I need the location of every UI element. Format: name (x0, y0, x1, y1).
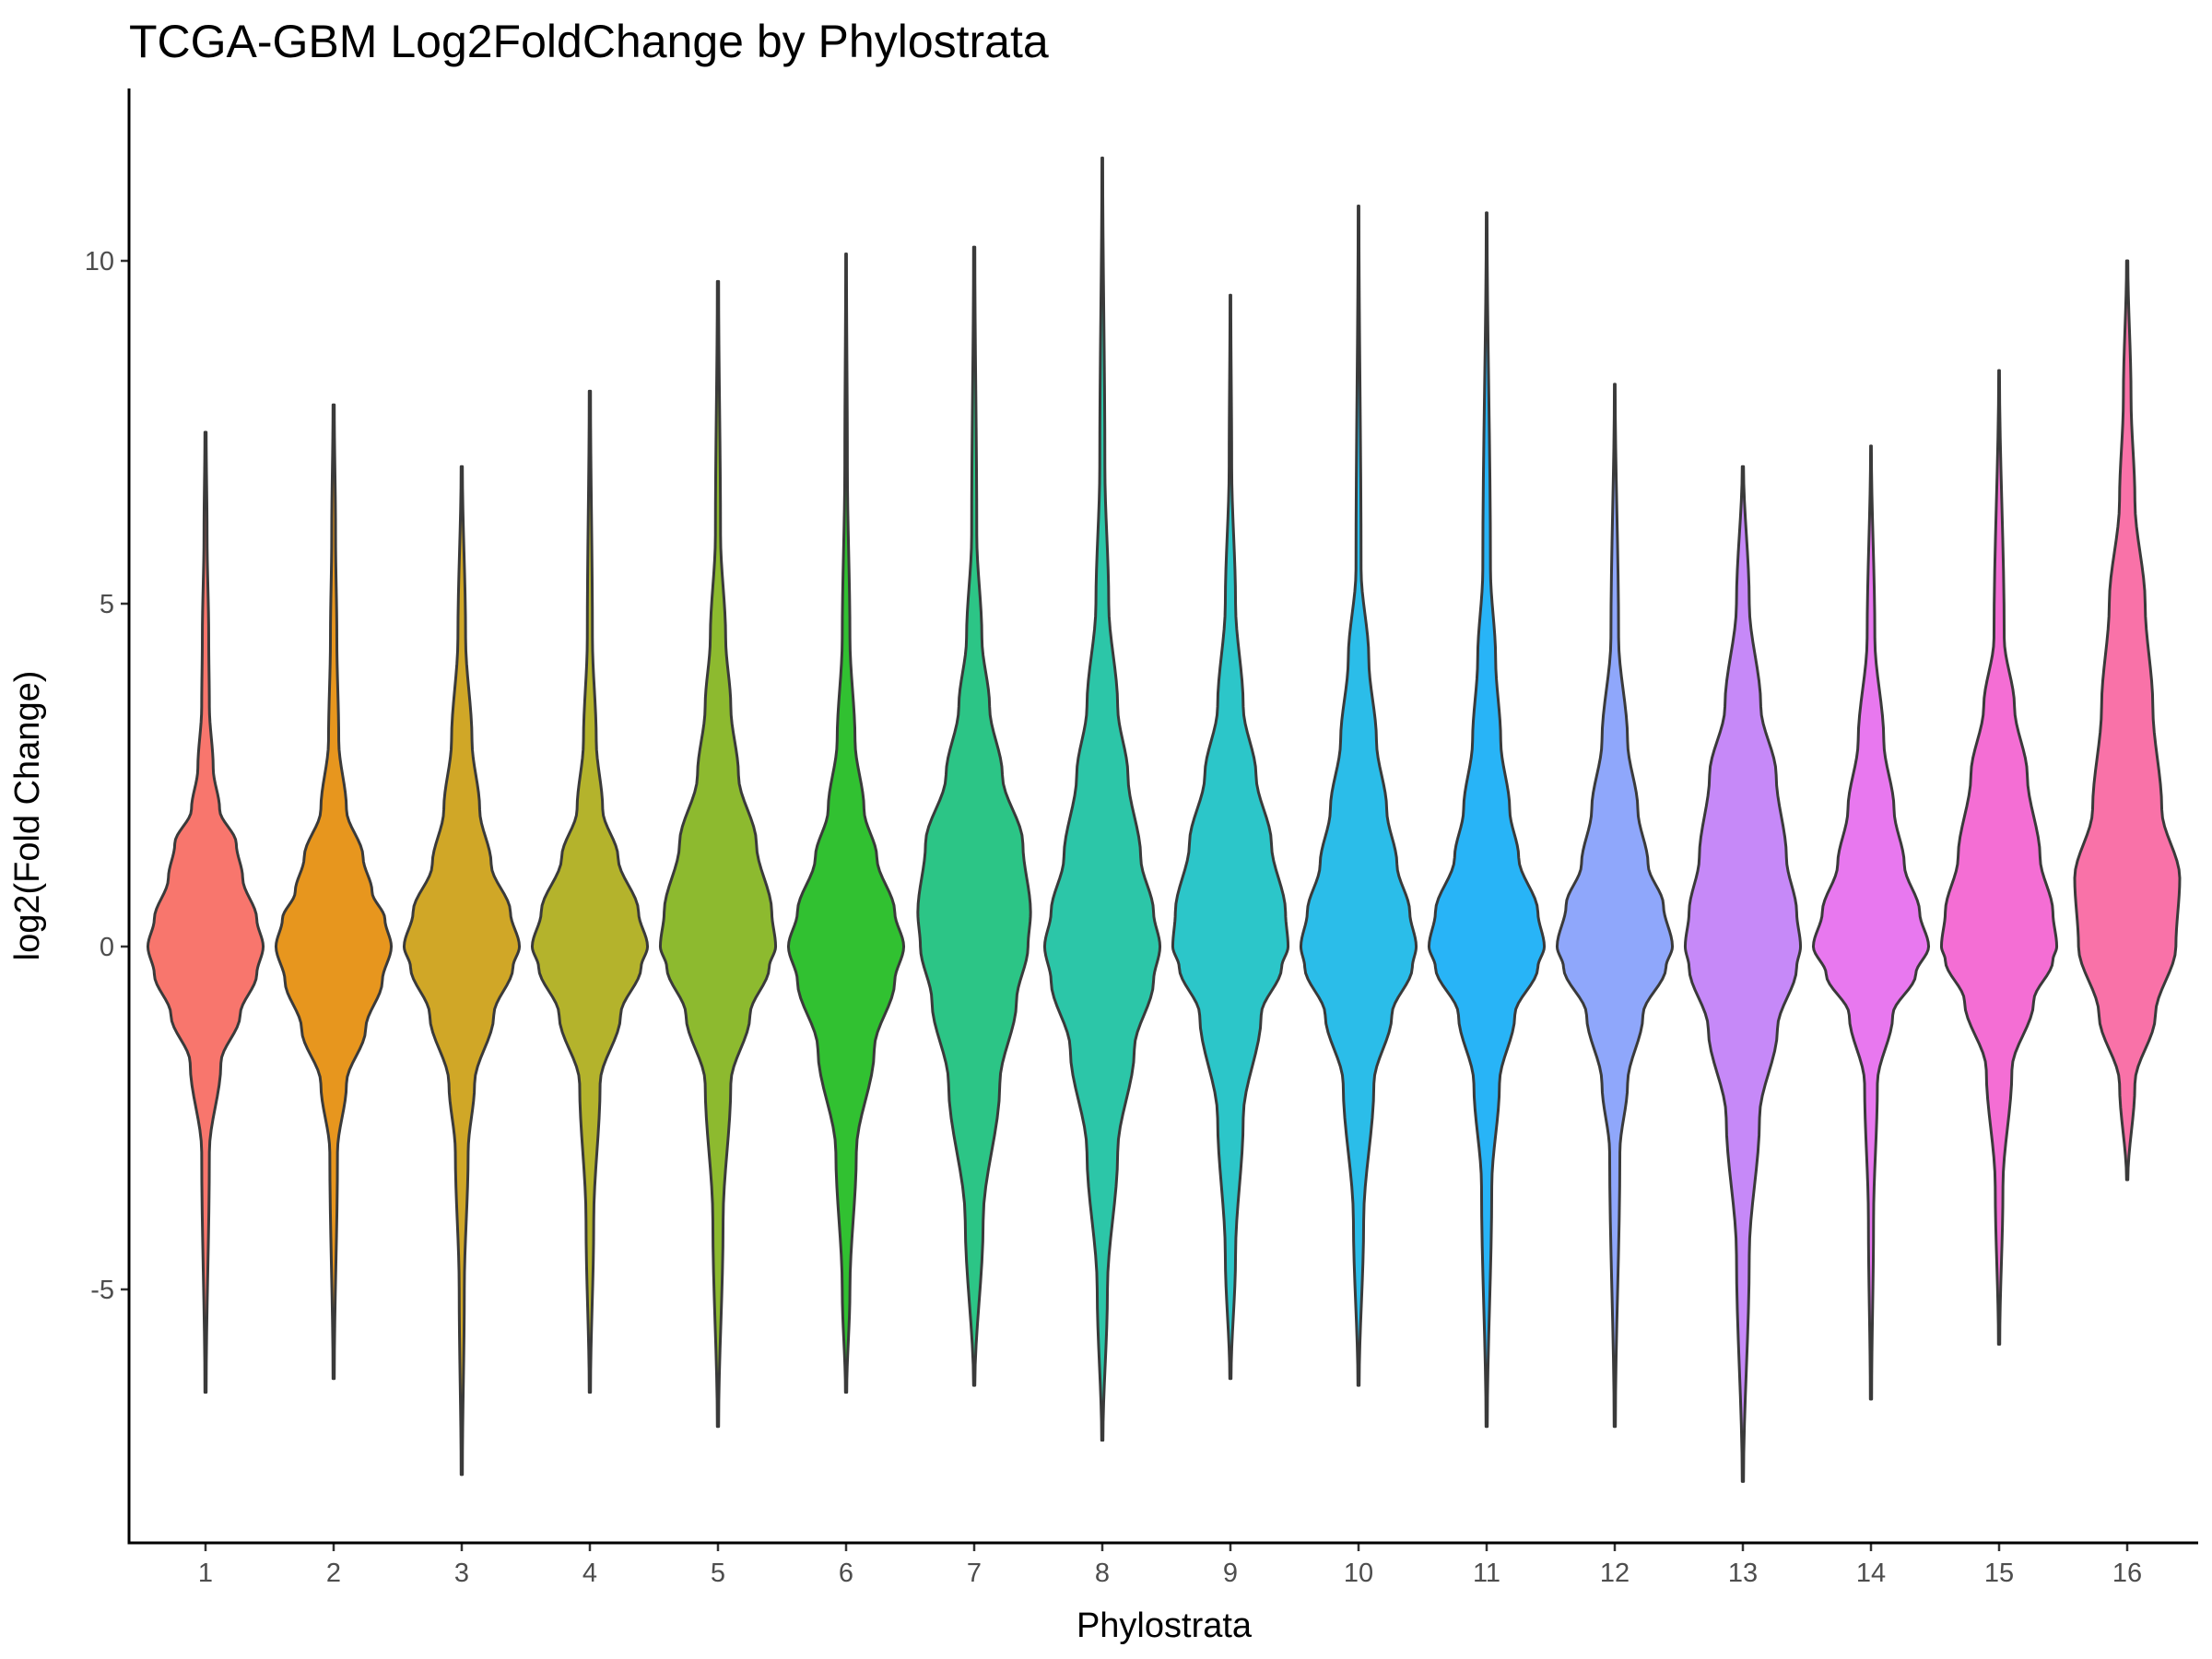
violin-phylostratum-16 (2073, 259, 2182, 1182)
violin-phylostratum-5 (658, 279, 778, 1429)
violin-phylostratum-4 (530, 389, 650, 1394)
x-tick-label: 14 (1856, 1559, 1886, 1588)
x-tick-label: 7 (967, 1559, 982, 1588)
violin-phylostratum-14 (1811, 444, 1931, 1401)
x-tick-label: 5 (711, 1559, 725, 1588)
x-tick-label: 10 (1344, 1559, 1373, 1588)
x-tick-label: 15 (1984, 1559, 2014, 1588)
violin-phylostratum-6 (786, 253, 906, 1394)
violin-phylostratum-2 (274, 403, 394, 1381)
chart-title: TCGA-GBM Log2FoldChange by Phylostrata (129, 16, 1049, 67)
violin-phylostratum-3 (402, 465, 522, 1477)
violin-phylostratum-7 (916, 245, 1032, 1387)
x-tick-label: 11 (1473, 1559, 1500, 1588)
violin-phylostratum-10 (1299, 204, 1418, 1387)
violin-phylostratum-12 (1555, 382, 1675, 1429)
x-axis-title: Phylostrata (1077, 1606, 1253, 1645)
x-tick-label: 16 (2112, 1559, 2142, 1588)
y-tick-label: -5 (90, 1276, 114, 1305)
violin-group (146, 156, 2182, 1483)
x-tick-label: 12 (1600, 1559, 1630, 1588)
violin-phylostratum-9 (1171, 293, 1290, 1381)
x-axis-ticks: 1 2 3 4 5 6 7 8 9 10 11 12 13 14 15 16 (198, 1543, 2142, 1588)
x-tick-label: 9 (1223, 1559, 1238, 1588)
x-tick-label: 3 (454, 1559, 469, 1588)
violin-phylostratum-11 (1427, 211, 1547, 1429)
x-tick-label: 8 (1095, 1559, 1110, 1588)
x-tick-label: 2 (326, 1559, 341, 1588)
y-tick-label: 10 (85, 247, 114, 276)
y-axis-ticks: -5 0 5 10 (85, 247, 129, 1305)
x-tick-label: 1 (198, 1559, 213, 1588)
x-tick-label: 6 (839, 1559, 853, 1588)
y-axis-title: log2(Fold Change) (8, 671, 47, 961)
x-tick-label: 4 (582, 1559, 597, 1588)
violin-phylostratum-1 (146, 430, 265, 1394)
y-tick-label: 5 (100, 590, 114, 619)
violin-phylostratum-13 (1683, 465, 1803, 1483)
violin-phylostratum-8 (1042, 156, 1162, 1442)
y-tick-label: 0 (100, 933, 114, 962)
x-tick-label: 13 (1728, 1559, 1758, 1588)
violin-phylostratum-15 (1939, 369, 2059, 1347)
